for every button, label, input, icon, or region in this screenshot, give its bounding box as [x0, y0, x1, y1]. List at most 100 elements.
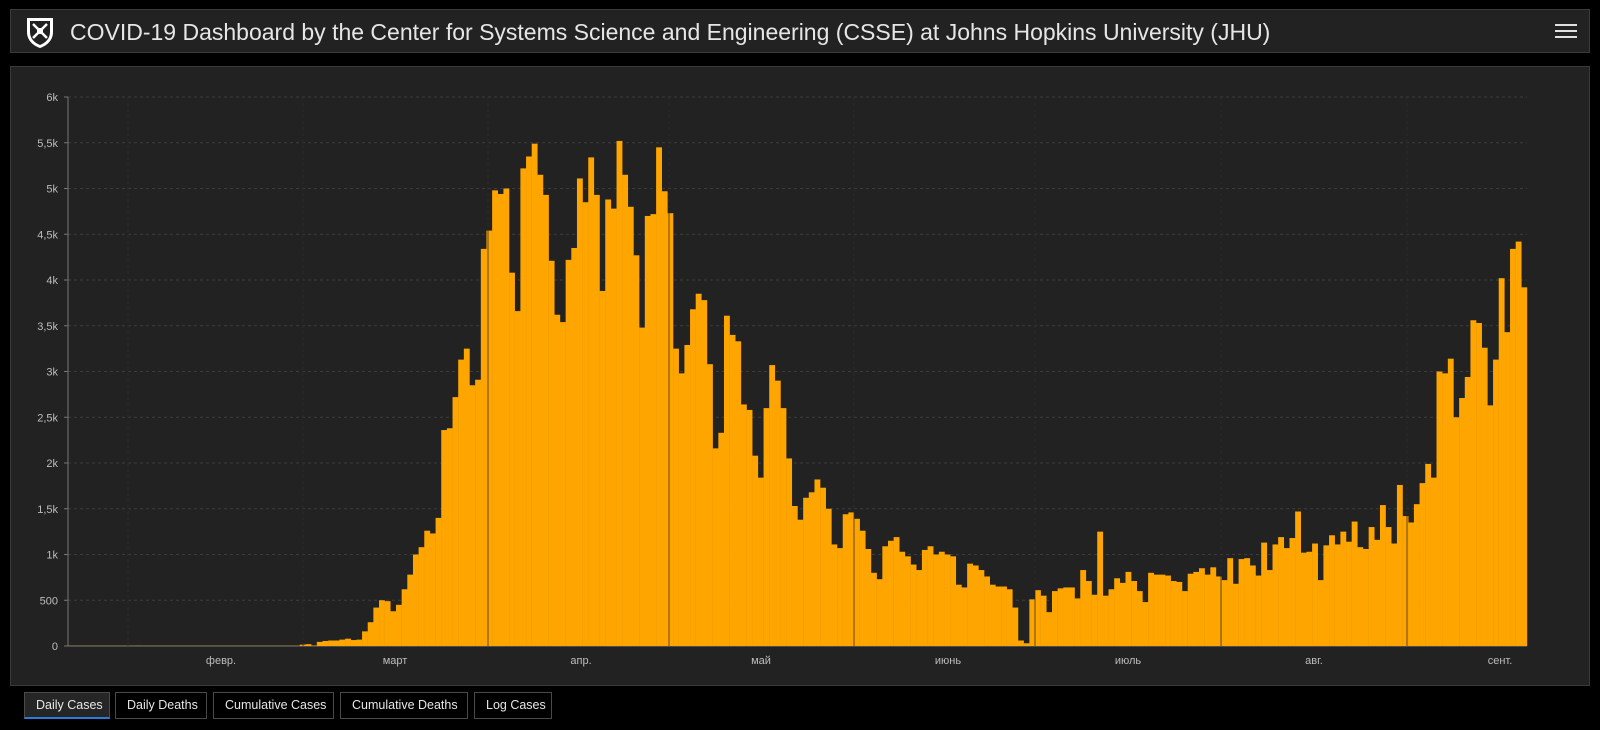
- bar: [328, 640, 334, 646]
- bar: [1266, 570, 1273, 646]
- bar: [921, 549, 928, 646]
- bar: [899, 551, 906, 646]
- bar: [1510, 248, 1516, 646]
- bar: [610, 208, 617, 646]
- bar: [876, 579, 883, 646]
- bar: [593, 194, 600, 646]
- bar: [820, 487, 826, 646]
- bar: [345, 638, 351, 646]
- bar: [571, 247, 578, 647]
- bar: [995, 586, 1002, 646]
- bar: [1074, 598, 1081, 646]
- tab-daily-cases[interactable]: Daily Cases: [24, 692, 110, 719]
- bar: [1068, 587, 1075, 646]
- bar: [1159, 574, 1166, 646]
- bar: [984, 576, 990, 646]
- bar: [1419, 483, 1426, 646]
- bar: [1040, 595, 1047, 646]
- y-tick-label: 3k: [46, 367, 58, 379]
- bar: [1142, 602, 1149, 646]
- bar: [559, 322, 566, 646]
- bar: [871, 572, 877, 646]
- bar: [1108, 589, 1115, 646]
- bar: [379, 600, 385, 646]
- bar: [509, 272, 515, 646]
- bar: [723, 315, 730, 646]
- bar: [1357, 547, 1364, 646]
- bar: [1199, 568, 1205, 646]
- bar: [961, 587, 968, 646]
- bar: [814, 479, 821, 646]
- bar: [356, 639, 363, 646]
- bar: [548, 260, 555, 646]
- bar: [882, 546, 889, 646]
- bar: [1442, 373, 1449, 646]
- bar: [831, 544, 838, 646]
- y-tick-label: 6k: [46, 92, 58, 104]
- bar: [848, 512, 855, 646]
- bar: [729, 334, 736, 646]
- x-tick-label: июнь: [935, 655, 961, 667]
- bar: [1323, 545, 1330, 646]
- bar: [1097, 531, 1104, 647]
- bar: [933, 554, 940, 646]
- bar: [1244, 558, 1251, 646]
- bar: [1340, 531, 1347, 647]
- bar: [537, 174, 544, 646]
- bar: [1515, 241, 1522, 646]
- bar: [362, 631, 368, 646]
- bar: [825, 508, 832, 646]
- bar: [1035, 590, 1041, 646]
- bar: [367, 622, 374, 646]
- bar: [1430, 477, 1437, 646]
- bar: [910, 564, 917, 646]
- bar: [1374, 539, 1381, 646]
- bar: [1012, 607, 1019, 646]
- tab-cumulative-deaths[interactable]: Cumulative Deaths: [340, 692, 468, 719]
- bar: [1187, 573, 1194, 646]
- bar: [588, 157, 595, 646]
- bar: [554, 314, 561, 646]
- bar: [1249, 565, 1256, 646]
- bar: [656, 147, 662, 646]
- bar: [526, 156, 532, 646]
- bar: [1334, 544, 1341, 646]
- bar: [1459, 398, 1465, 646]
- bar: [543, 194, 549, 646]
- bar: [1385, 527, 1392, 646]
- bar: [1204, 574, 1211, 646]
- hamburger-menu-icon[interactable]: [1555, 20, 1577, 42]
- bar: [650, 214, 657, 646]
- y-tick-label: 4,5k: [37, 229, 58, 241]
- bar: [1368, 527, 1375, 646]
- bar: [616, 140, 623, 647]
- tab-log-cases[interactable]: Log Cases: [474, 692, 552, 719]
- bar: [1006, 589, 1013, 646]
- bar: [316, 641, 323, 646]
- bar: [1447, 358, 1454, 646]
- bar: [752, 455, 759, 646]
- tab-daily-deaths[interactable]: Daily Deaths: [115, 692, 207, 719]
- bar: [1221, 580, 1228, 646]
- bar: [1085, 581, 1092, 646]
- bar: [803, 497, 810, 646]
- bar: [1278, 537, 1285, 646]
- bar: [514, 311, 521, 646]
- y-tick-label: 2k: [46, 458, 58, 470]
- bar: [859, 530, 866, 646]
- bar: [978, 570, 985, 646]
- bar: [808, 492, 815, 646]
- bar: [322, 640, 329, 646]
- bar: [424, 530, 431, 646]
- bar: [1504, 332, 1511, 646]
- bar: [1001, 586, 1007, 646]
- bar: [746, 409, 753, 646]
- bar: [480, 248, 487, 646]
- bar: [1136, 591, 1143, 646]
- daily-cases-chart: 0 500 1k 1,5k 2k 2,5k 3k 3,5k 4k 4,5k 5k 5,5k 6k февр…: [37, 92, 1528, 667]
- bar: [1493, 359, 1499, 646]
- tab-cumulative-cases[interactable]: Cumulative Cases: [213, 692, 334, 719]
- bar: [395, 604, 402, 646]
- bar: [1182, 591, 1188, 646]
- bar: [446, 428, 453, 646]
